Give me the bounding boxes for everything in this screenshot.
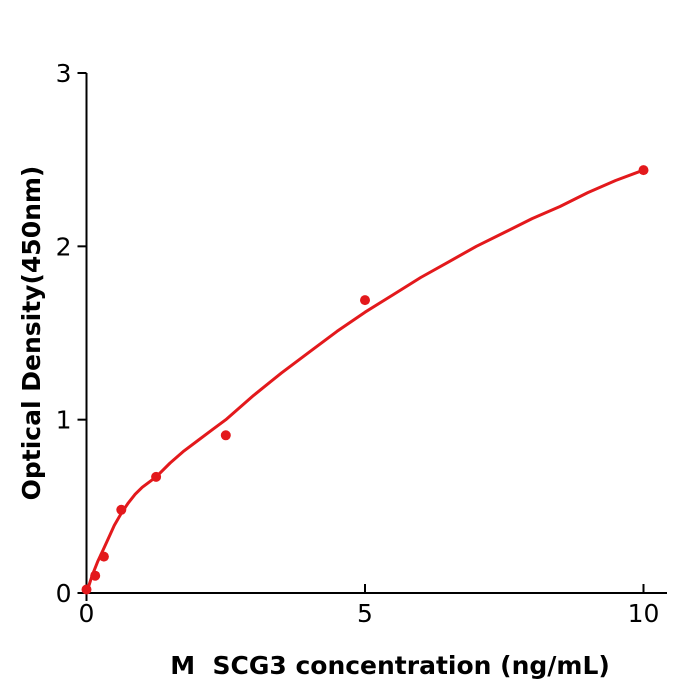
axes-ticks <box>77 72 645 594</box>
data-point <box>638 165 649 176</box>
x-tick-label: 5 <box>357 599 373 628</box>
fit-curve <box>85 168 645 595</box>
data-point <box>116 504 127 515</box>
fit-curve-layer <box>85 168 645 595</box>
data-point <box>90 570 101 581</box>
x-axis-title: M SCG3 concentration (ng/mL) <box>170 651 610 680</box>
data-point <box>360 295 370 306</box>
x-tick-label: 10 <box>628 599 660 628</box>
data-point <box>98 551 109 562</box>
y-tick-label: 3 <box>56 59 72 88</box>
y-tick-label: 1 <box>56 406 72 435</box>
x-tick-label: 0 <box>79 599 95 628</box>
y-tick-label: 0 <box>56 579 72 608</box>
axes-spines <box>85 73 667 601</box>
axes-tick-labels: 0 5 10 0 1 2 3 <box>56 59 660 628</box>
data-point <box>151 471 162 482</box>
y-tick-label: 2 <box>56 232 72 261</box>
data-point <box>220 430 231 441</box>
data-point <box>81 584 92 595</box>
y-axis-title: Optical Density(450nm) <box>17 166 46 501</box>
scatter-points-layer <box>81 165 649 595</box>
